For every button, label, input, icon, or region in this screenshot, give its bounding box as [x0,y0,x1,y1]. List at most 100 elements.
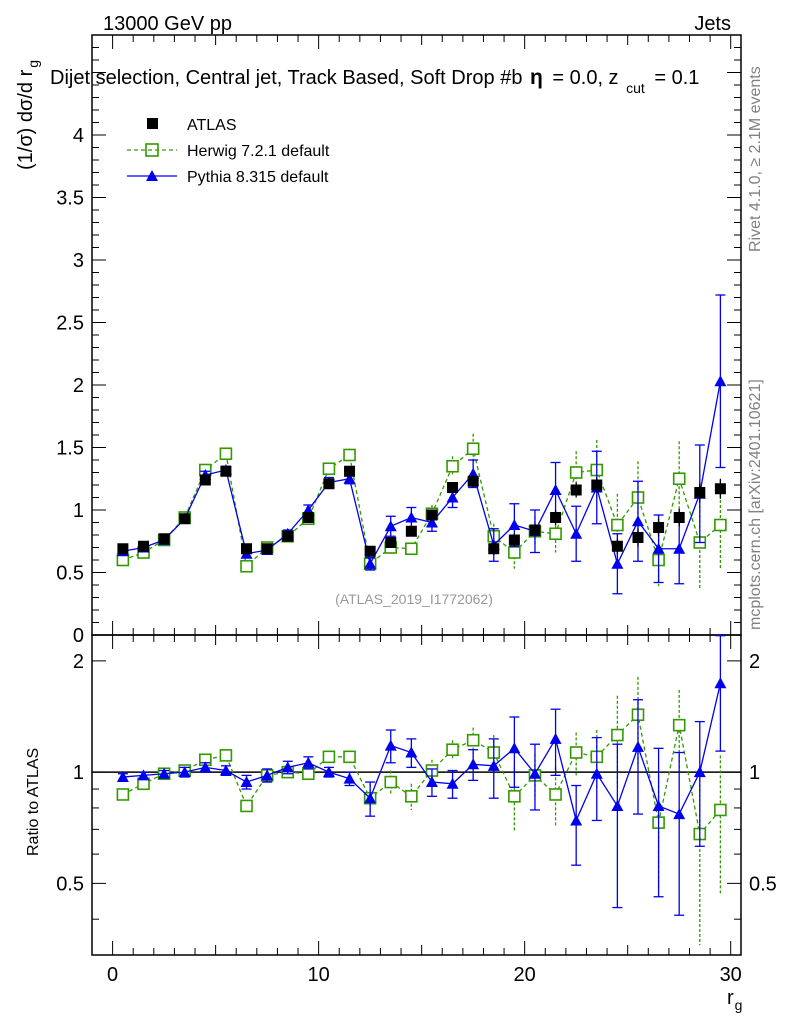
herwig-point [672,718,686,732]
y-tick-label: 3.5 [56,188,84,210]
atlas-point [632,532,644,543]
atlas-point [138,540,150,552]
atlas-point [426,509,438,521]
ratio-data [116,635,727,946]
pythia-point [322,766,335,778]
pythia-point [384,520,397,532]
pythia-point [631,515,644,527]
main-ylabel: (1/σ) dσ/d rg [15,60,41,170]
atlas-point [694,487,706,498]
herwig-point [302,767,315,781]
atlas-point [302,512,314,523]
legend-atlas-label: ATLAS [187,117,237,134]
pythia-point [343,472,356,484]
beta-symbol: η [530,66,543,89]
atlas-point [529,524,541,536]
analysis-watermark: (ATLAS_2019_I1772062) [335,591,493,607]
herwig-point [405,790,418,803]
process-label: Jets [694,13,731,35]
atlas-point [117,543,129,555]
pythia-point [673,808,686,820]
pythia-point [549,484,562,495]
y-tick-label-right: 2 [749,651,760,673]
pythia-point [302,756,315,768]
herwig-point [508,790,521,803]
pythia-point [446,491,459,503]
y-tick-label-right: 1 [749,762,760,784]
pythia-point [652,799,665,811]
atlas-point [673,512,685,523]
pythia-point [343,772,356,784]
y-tick-label: 1 [73,762,84,784]
pythia-point [487,759,500,771]
atlas-point [714,483,726,495]
pythia-point [631,740,644,752]
herwig-point [714,803,727,817]
selection-title-end: = 0.1 [654,67,699,89]
y-tick-label: 0 [73,625,84,647]
herwig-point [219,447,233,461]
pythia-point [693,766,706,778]
y-tick-label: 2 [73,651,84,673]
atlas-point [282,530,294,542]
pythia-point [116,771,129,783]
herwig-point [569,466,583,479]
atlas-point [570,484,582,496]
atlas-point [385,537,397,548]
atlas-point [550,512,562,523]
ratio-panel: 0.5 0.51 12 20 10 20 30 [56,634,777,986]
atlas-point [241,543,253,555]
pythia-point [673,542,686,554]
y-tick-label: 1 [73,500,84,522]
pythia-point [508,742,521,754]
pythia-point [405,746,418,758]
atlas-point [611,540,623,552]
pythia-point [549,732,562,744]
pythia-point [281,761,294,773]
ratio-ylabel: Ratio to ATLAS [25,748,42,856]
x-tick-label: 30 [720,964,742,986]
atlas-point [344,465,356,477]
atlas-point [261,543,273,555]
legend: ATLAS Herwig 7.2.1 default Pythia 8.315 … [127,117,330,186]
y-tick-label: 4 [73,125,84,147]
x-tick-label: 10 [308,964,330,986]
pythia-point [199,761,212,773]
main-data [116,294,727,595]
atlas-point [591,479,603,491]
atlas-point [488,543,500,555]
atlas-point [447,482,459,493]
pythia-point [508,519,521,530]
selection-title: Dijet selection, Central jet, Track Base… [50,66,699,98]
atlas-point [653,522,665,533]
pythia-point [590,767,603,779]
pythia-point [384,739,397,751]
pythia-point [652,542,665,554]
pythia-point [158,767,171,779]
y-tick-label: 3 [73,250,84,272]
herwig-point [384,775,398,789]
herwig-point [549,527,562,541]
herwig-point [219,749,233,762]
herwig-point [549,788,562,801]
pythia-point [611,799,624,811]
pythia-point [611,557,624,569]
pythia-point [425,516,438,528]
pythia-point [446,777,459,789]
atlas-point [405,525,417,537]
atlas-point [220,465,232,477]
legend-atlas-marker [147,118,158,129]
xlabel: rg [727,987,742,1013]
atlas-point [199,474,211,486]
herwig-point [446,459,459,473]
pythia-point [261,769,274,781]
atlas-point [323,478,335,490]
herwig-point [343,448,356,462]
herwig-point [569,746,583,759]
atlas-point [158,533,170,545]
selection-title-sub: cut [626,80,645,96]
herwig-line [122,447,721,568]
atlas-point [364,545,376,557]
herwig-point [466,442,480,456]
